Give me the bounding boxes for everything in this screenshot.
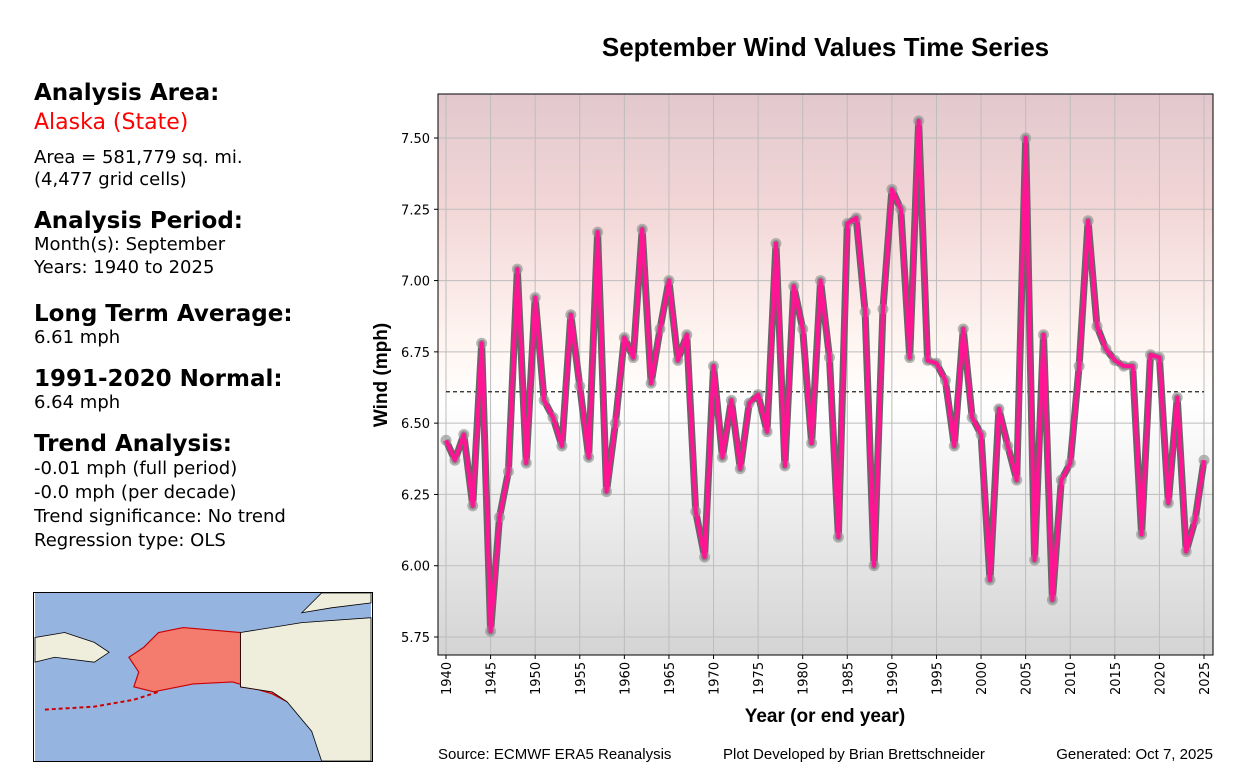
y-tick-label: 5.75 <box>401 631 430 646</box>
x-tick-label: 1945 <box>485 662 500 695</box>
y-tick-label: 6.50 <box>401 417 430 432</box>
x-tick-label: 1965 <box>663 662 678 695</box>
y-tick-label: 7.00 <box>401 275 430 290</box>
x-tick-label: 1950 <box>529 662 544 695</box>
x-tick-label: 1990 <box>886 662 901 695</box>
chart-title: September Wind Values Time Series <box>601 32 1050 62</box>
x-tick-label: 2000 <box>975 662 990 695</box>
trend-full: -0.01 mph (full period) <box>34 458 238 479</box>
x-tick-label: 2010 <box>1064 662 1079 695</box>
analysis-period-heading: Analysis Period: <box>34 208 243 234</box>
x-tick-label: 1975 <box>752 662 767 695</box>
y-tick-label: 6.00 <box>401 560 430 575</box>
x-tick-label: 1985 <box>841 662 856 695</box>
x-tick-label: 2015 <box>1109 662 1124 695</box>
lta-heading: Long Term Average: <box>34 301 293 327</box>
y-tick-label: 6.75 <box>401 346 430 361</box>
x-tick-label: 1940 <box>440 662 455 695</box>
generated-date: Generated: Oct 7, 2025 <box>1056 746 1213 763</box>
x-axis-label: Year (or end year) <box>745 706 906 727</box>
y-axis-label: Wind (mph) <box>371 323 392 427</box>
lta-value: 6.61 mph <box>34 327 121 348</box>
grid-cells: (4,477 grid cells) <box>34 169 187 190</box>
x-tick-label: 1955 <box>574 662 589 695</box>
y-tick-label: 7.25 <box>401 203 430 218</box>
x-tick-label: 2005 <box>1020 662 1035 695</box>
plot-frame <box>437 93 1214 656</box>
source-note: Source: ECMWF ERA5 Reanalysis <box>438 746 672 763</box>
years: Years: 1940 to 2025 <box>34 257 215 278</box>
y-tick-label: 6.25 <box>401 488 430 503</box>
y-tick-label: 7.50 <box>401 132 430 147</box>
normal-heading: 1991-2020 Normal: <box>34 366 283 392</box>
months: Month(s): September <box>34 234 226 255</box>
x-tick-label: 1970 <box>708 662 723 695</box>
regression-type: Regression type: OLS <box>34 530 226 551</box>
trend-significance: Trend significance: No trend <box>34 506 286 527</box>
series-line <box>444 118 1206 634</box>
x-tick-label: 2025 <box>1198 662 1213 695</box>
developer-note: Plot Developed by Brian Brettschneider <box>723 746 985 763</box>
x-tick-label: 1960 <box>618 662 633 695</box>
alaska-locator-map <box>33 592 373 762</box>
plot-background <box>438 94 1213 655</box>
area-size: Area = 581,779 sq. mi. <box>34 147 243 168</box>
x-tick-label: 1980 <box>797 662 812 695</box>
x-tick-label: 2020 <box>1153 662 1168 695</box>
normal-value: 6.64 mph <box>34 392 121 413</box>
area-name: Alaska (State) <box>34 110 189 135</box>
trend-heading: Trend Analysis: <box>34 431 232 457</box>
trend-decade: -0.0 mph (per decade) <box>34 482 237 503</box>
x-tick-label: 1995 <box>930 662 945 695</box>
analysis-area-heading: Analysis Area: <box>34 80 220 106</box>
